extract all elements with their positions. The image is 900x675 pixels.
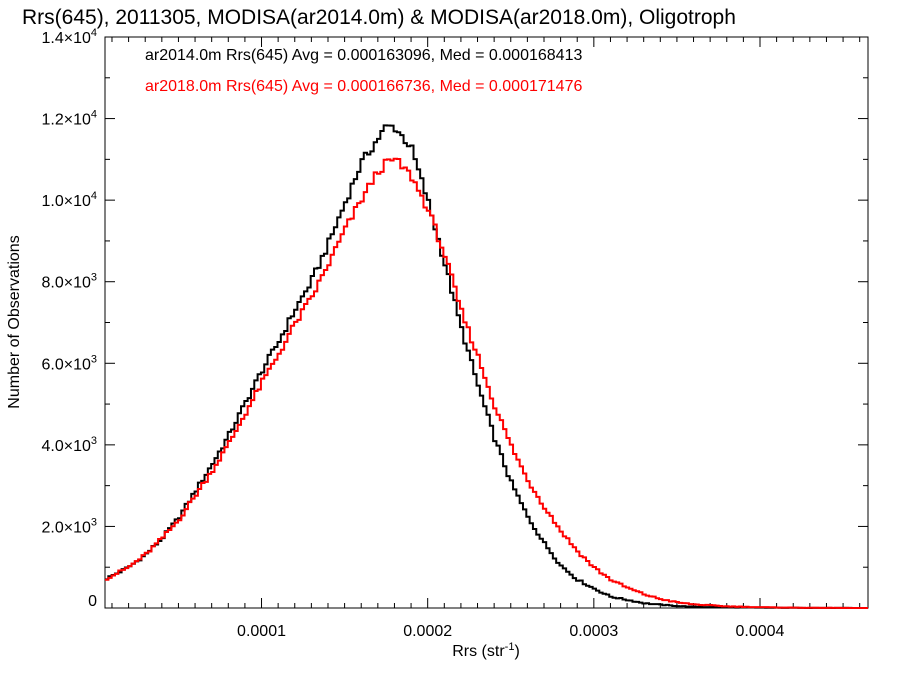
x-axis-label-main: Rrs (str [452, 643, 505, 660]
x-axis-label-close: ) [514, 643, 519, 660]
x-tick-label: 0.0002 [403, 623, 452, 640]
x-axis-ticks: 0.0001 0.0002 0.0003 0.0004 [111, 37, 861, 640]
legend-entry-ar2018: ar2018.0m Rrs(645) Avg = 0.000166736, Me… [145, 78, 582, 95]
y-tick-label: 1.0×104 [41, 190, 97, 210]
legend-entry-ar2014: ar2014.0m Rrs(645) Avg = 0.000163096, Me… [145, 47, 582, 64]
x-tick-label: 0.0004 [736, 623, 785, 640]
x-axis-label: Rrs (str-1) [452, 641, 520, 660]
y-tick-label: 4.0×103 [41, 435, 97, 455]
plot-frame [104, 36, 869, 609]
y-tick-label: 1.4×104 [41, 27, 97, 47]
chart-title: Rrs(645), 2011305, MODISA(ar2014.0m) & M… [22, 6, 736, 29]
x-tick-label: 0.0003 [569, 623, 618, 640]
y-tick-label: 6.0×103 [41, 353, 97, 373]
y-tick-label: 0 [88, 593, 97, 610]
y-tick-label: 2.0×103 [41, 516, 97, 536]
y-tick-label: 8.0×103 [41, 272, 97, 292]
series-layer [105, 124, 868, 609]
series-ar2014-line [105, 124, 868, 609]
x-tick-label: 0.0001 [237, 623, 286, 640]
y-axis-label: Number of Observations [6, 235, 23, 408]
y-tick-label: 1.2×104 [41, 109, 97, 129]
series-ar2018-line [105, 157, 868, 609]
x-axis-label-exponent: -1 [505, 641, 515, 653]
y-axis-ticks: 0 2.0×103 4.0×103 6.0×103 8.0×103 1.0×104 1.2×… [41, 27, 868, 610]
